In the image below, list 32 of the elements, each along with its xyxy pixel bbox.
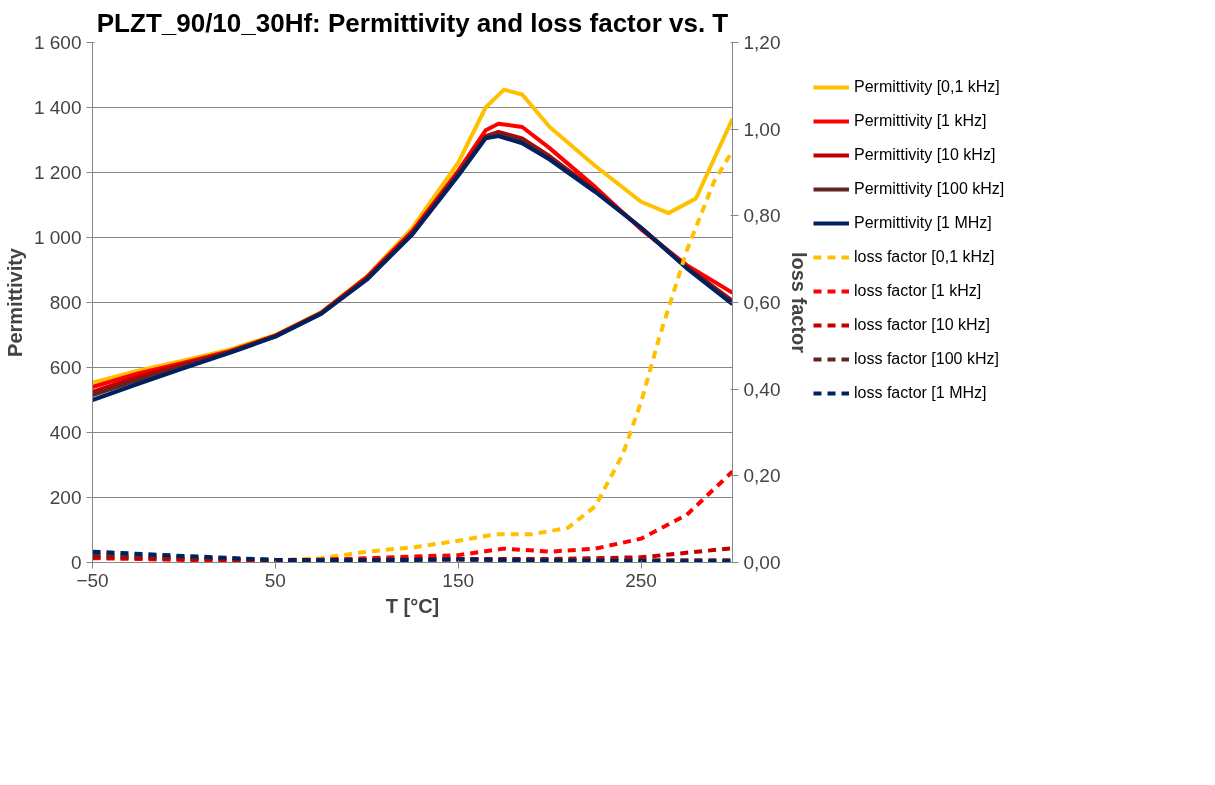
x-axis-title: T [°C]	[385, 594, 440, 617]
legend-label: Permittivity [0,1 kHz]	[854, 78, 1000, 96]
legend-label: loss factor [1 kHz]	[854, 282, 982, 300]
x-tick-label: 50	[264, 569, 286, 591]
legend-label: Permittivity [1 kHz]	[854, 112, 987, 130]
legend-label: loss factor [100 kHz]	[854, 350, 999, 368]
legend-label: loss factor [0,1 kHz]	[854, 248, 995, 266]
y-tick-label: 400	[49, 422, 82, 443]
y-tick-label: 600	[49, 357, 82, 378]
y2-axis-title: loss factor	[788, 251, 811, 354]
y-tick-label: 1 400	[33, 97, 82, 118]
chart-title: PLZT_90/10_30Hf: Permittivity and loss factor vs. T	[96, 7, 729, 38]
y2-tick-label: 0,40	[743, 378, 781, 400]
legend-label: Permittivity [100 kHz]	[854, 180, 1005, 198]
legend-label: loss factor [1 MHz]	[854, 384, 987, 402]
x-tick-label: 250	[625, 569, 657, 591]
y2-tick-label: 0,80	[743, 205, 781, 227]
y2-tick-label: 0,20	[743, 465, 781, 487]
legend-label: Permittivity [10 kHz]	[854, 146, 996, 164]
y-tick-label: 800	[49, 292, 82, 313]
legend-label: Permittivity [1 MHz]	[854, 214, 992, 232]
y2-tick-label: 0,00	[743, 552, 781, 573]
y-axis-title: Permittivity	[3, 247, 26, 357]
y-tick-label: 1 600	[33, 32, 82, 53]
y-tick-label: 1 000	[33, 227, 82, 248]
y2-tick-label: 1,20	[743, 32, 781, 53]
y2-tick-label: 1,00	[743, 118, 781, 140]
x-tick-label: 150	[442, 569, 475, 591]
y-tick-label: 200	[49, 487, 82, 508]
y-tick-label: 1 200	[33, 162, 82, 183]
y2-tick-label: 0,60	[743, 292, 781, 313]
legend-label: loss factor [10 kHz]	[854, 316, 991, 334]
